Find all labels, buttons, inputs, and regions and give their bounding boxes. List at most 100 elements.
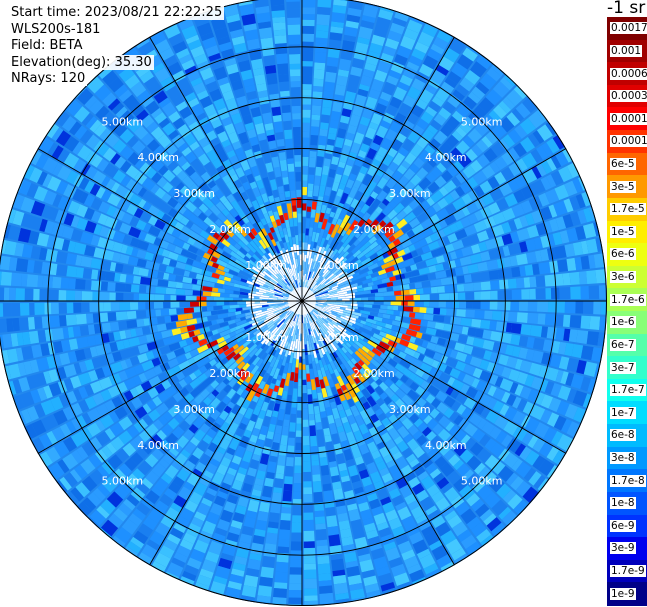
range-gate (272, 329, 281, 340)
range-gate (338, 409, 347, 419)
range-gate (522, 486, 539, 504)
range-gate (226, 372, 236, 382)
range-gate (372, 432, 384, 445)
range-gate (310, 340, 316, 351)
range-gate (79, 325, 90, 337)
range-gate (262, 372, 270, 383)
range-gate (347, 398, 356, 408)
range-gate (228, 421, 239, 435)
range-gate (273, 487, 283, 494)
range-gate (179, 301, 191, 308)
range-gate (453, 459, 465, 471)
range-gate (392, 305, 399, 311)
range-gate (296, 314, 300, 323)
range-gate (267, 354, 274, 363)
range-gate (317, 0, 332, 8)
range-gate (385, 509, 399, 522)
range-gate (200, 388, 210, 399)
range-gate (280, 96, 291, 106)
range-gate (273, 368, 280, 380)
range-gate (203, 492, 216, 502)
range-gate (314, 62, 326, 71)
range-gate (504, 406, 518, 421)
range-gate (317, 330, 322, 336)
range-gate (322, 344, 328, 353)
range-gate (332, 309, 344, 314)
range-gate (167, 375, 180, 386)
range-gate (434, 369, 443, 379)
range-gate (534, 392, 545, 406)
range-gate (319, 592, 334, 605)
range-gate (282, 318, 290, 326)
range-gate (473, 390, 485, 402)
range-gate (532, 337, 545, 351)
range-gate (313, 368, 319, 378)
range-gate (376, 460, 387, 471)
range-gate (278, 444, 287, 456)
range-gate (483, 513, 497, 526)
range-gate (333, 330, 342, 339)
range-gate (259, 453, 270, 466)
range-gate (465, 291, 475, 300)
range-gate (271, 327, 280, 337)
range-gate (470, 522, 487, 538)
range-gate (290, 413, 297, 423)
colorbar-tick-label: 3e-7 (610, 361, 636, 374)
range-gate (502, 489, 517, 504)
range-gate (325, 345, 332, 354)
range-gate (281, 328, 288, 338)
range-gate (436, 554, 453, 569)
range-gate (456, 275, 465, 284)
range-gate (298, 241, 302, 248)
range-gate (106, 442, 117, 455)
range-gate (245, 567, 260, 578)
range-gate (302, 95, 312, 105)
range-gate (351, 382, 361, 394)
range-gate (209, 502, 224, 516)
range-gate (256, 399, 264, 408)
range-gate (337, 312, 346, 318)
range-gate (306, 322, 310, 329)
range-gate (425, 327, 437, 336)
range-gate (204, 416, 216, 428)
range-gate (340, 475, 351, 483)
range-gate (261, 344, 270, 354)
range-gate (302, 435, 310, 446)
range-gate (415, 396, 427, 408)
range-gate (220, 456, 232, 468)
range-gate (456, 284, 465, 292)
range-gate (302, 233, 306, 243)
range-gate (510, 323, 522, 334)
range-gate (228, 378, 237, 388)
range-gate (409, 283, 416, 289)
range-gate (424, 530, 441, 547)
range-gate (309, 368, 315, 380)
range-gate (312, 360, 317, 370)
range-gate (391, 494, 405, 507)
range-gate (439, 462, 455, 478)
range-gate (269, 323, 278, 333)
colorbar-tick-label: 3e-6 (610, 271, 636, 284)
range-gate (329, 360, 337, 371)
range-gate (310, 331, 314, 337)
range-ring-label: 1.00km (317, 259, 359, 272)
range-gate (358, 326, 367, 333)
range-gate (154, 383, 166, 394)
range-gate (480, 291, 491, 300)
range-gate (267, 400, 276, 411)
range-gate (280, 434, 288, 446)
range-gate (303, 494, 313, 503)
colorbar-tick-label: 1e-9 (610, 587, 636, 600)
range-gate (368, 297, 375, 301)
range-gate (302, 66, 313, 77)
range-gate (319, 128, 328, 137)
range-gate (118, 463, 132, 477)
range-gate (268, 335, 274, 341)
range-gate (275, 561, 289, 573)
range-gate (208, 481, 220, 492)
range-gate (281, 507, 292, 514)
range-gate (10, 272, 23, 287)
range-gate (321, 387, 328, 398)
range-gate (171, 460, 182, 471)
range-gate (318, 335, 325, 346)
